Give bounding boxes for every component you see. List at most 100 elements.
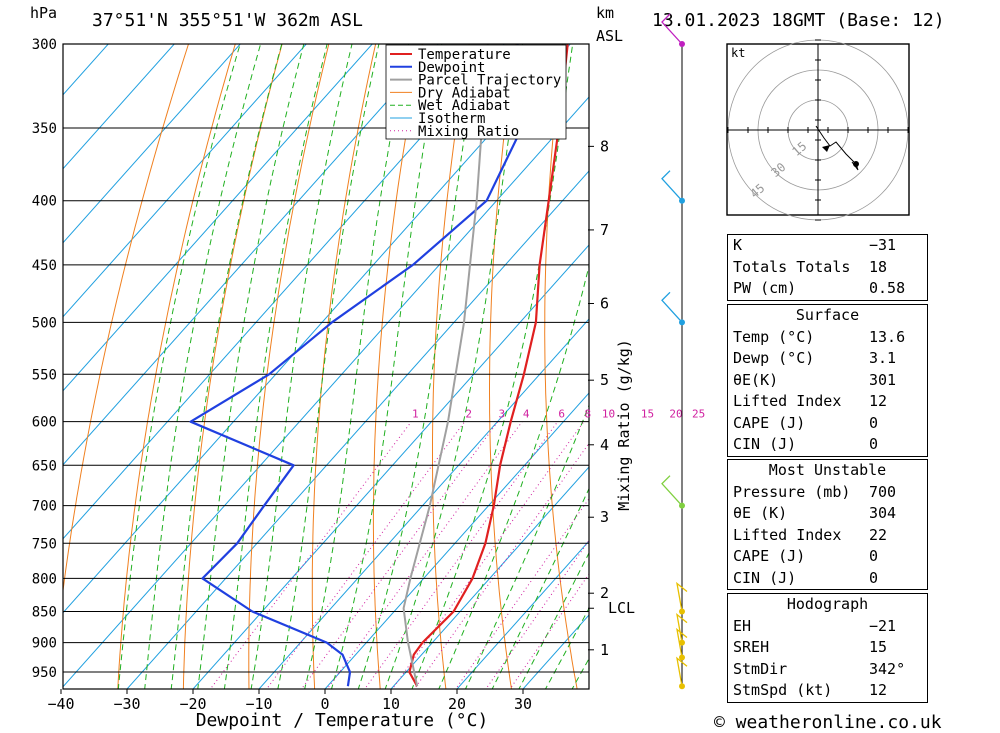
copyright: © weatheronline.co.uk [714, 712, 942, 733]
index-pw-label: PW (cm) [733, 279, 797, 297]
surface-row: Dewp (°C) 3.1 [728, 348, 927, 370]
dry-adiabat-line [650, 26, 711, 701]
isotherm-line [192, 244, 589, 689]
hodograph-label: EH [733, 616, 752, 635]
most-unstable-label: CIN (J) [733, 568, 797, 587]
dry-adiabat-line [489, 44, 517, 689]
isotherm-line [63, 44, 241, 244]
surface-label: Temp (°C) [733, 327, 815, 346]
isotherm-line [456, 540, 589, 689]
surface-row: Temp (°C) 13.6 [728, 327, 927, 349]
pressure-unit-label: hPa [30, 4, 57, 22]
legend-entry: Dewpoint [418, 60, 485, 76]
mixing-ratio-label: 10 [602, 408, 615, 421]
series-line-temperature [408, 44, 569, 687]
mixing-ratio-label: 8 [584, 408, 591, 421]
hodograph-row: StmSpd (kt) 12 [728, 680, 927, 702]
hodograph-row: SREH 15 [728, 637, 927, 659]
isotherm-line [63, 44, 307, 318]
pressure-tick-label: 750 [32, 536, 57, 552]
most-unstable-value: 700 [869, 482, 897, 501]
hodograph-value: 15 [869, 638, 888, 656]
wind-barb [676, 581, 688, 612]
wind-barb [661, 291, 683, 323]
most-unstable-value: 0 [869, 568, 879, 587]
most-unstable-row: CAPE (J) 0 [728, 546, 927, 568]
dry-adiabat-line [117, 44, 236, 689]
legend-box [385, 44, 567, 140]
wet-adiabat-line [223, 44, 328, 689]
surface-row: θE(K) 301 [728, 370, 927, 392]
pressure-tick-label: 400 [32, 194, 57, 210]
pressure-tick-label: 800 [32, 571, 57, 587]
wind-barb [676, 613, 688, 643]
dry-adiabat-line [182, 44, 283, 689]
datetime-title: 13.01.2023 18GMT (Base: 12) [652, 10, 945, 31]
index-tt-value: 18 [869, 257, 888, 276]
mixing-ratio-label: 20 [669, 408, 682, 421]
isotherm-line [63, 44, 373, 392]
hodograph-value: 342° [869, 659, 906, 678]
legend-entry: Parcel Trajectory [418, 73, 561, 89]
mixing-ratio-line [364, 421, 559, 689]
hodograph-label: StmDir [733, 659, 788, 678]
most-unstable-row: Lifted Index 22 [728, 525, 927, 547]
x-tick-label: −40 [47, 695, 74, 713]
indices-table: K −31 Totals Totals 18 PW (cm) 0.58 [727, 234, 928, 301]
most-unstable-table: Most Unstable Pressure (mb) 700 θE (K) 304… [727, 459, 928, 590]
legend-entry: Temperature [418, 47, 511, 63]
pressure-tick-label: 500 [32, 315, 57, 331]
most-unstable-label: CAPE (J) [733, 547, 806, 565]
location-title: 37°51'N 355°51'W 362m ASL [92, 10, 363, 31]
wind-barbs [661, 13, 688, 690]
wind-barb-dot [679, 654, 685, 661]
hodograph-row: StmDir 342° [728, 659, 927, 681]
pressure-tick-label: 850 [32, 604, 57, 620]
pressure-tick-label: 600 [32, 415, 57, 431]
mixing-ratio-line [509, 573, 589, 689]
x-tick-label: 0 [320, 695, 329, 713]
mixing-ratio-label: 2 [465, 408, 472, 421]
surface-label: CIN (J) [733, 435, 797, 453]
height-tick-label: 6 [600, 294, 609, 312]
dry-adiabat-line [432, 44, 470, 689]
pressure-tick-label: 550 [32, 367, 57, 383]
hodograph-label: SREH [733, 638, 770, 656]
surface-label: Dewp (°C) [733, 349, 815, 367]
dry-adiabat-line [936, 26, 1000, 701]
legend-entry: Mixing Ratio [418, 124, 519, 140]
index-tt-label: Totals Totals [733, 257, 851, 276]
hodograph-label: StmSpd (kt) [733, 681, 833, 699]
pressure-tick-label: 700 [32, 499, 57, 515]
wind-barb-dot [679, 639, 685, 646]
index-k-value: −31 [869, 236, 897, 254]
surface-value: 0 [869, 435, 879, 453]
most-unstable-title: Most Unstable [768, 461, 887, 479]
height-tick-label: 5 [600, 371, 609, 389]
height-tick-label: 4 [600, 436, 609, 454]
height-tick-label: 8 [600, 137, 609, 155]
legend-entry: Wet Adiabat [418, 98, 511, 114]
x-tick-label: −30 [113, 695, 140, 713]
surface-value: 301 [869, 370, 897, 389]
height-tick-label: 7 [600, 221, 609, 239]
storm-motion-marker [822, 145, 830, 152]
wet-adiabat-line [144, 44, 262, 689]
most-unstable-value: 0 [869, 547, 879, 565]
most-unstable-label: θE (K) [733, 504, 788, 522]
hodograph-table: Hodograph EH −21 SREH 15 StmDir 342° StmSpd… [727, 593, 928, 703]
dry-adiabat-line [311, 44, 377, 689]
isotherm-line [63, 44, 439, 466]
mixing-ratio-label: 1 [412, 408, 419, 421]
x-tick-label: 30 [514, 695, 532, 713]
mixing-ratio-label: 15 [641, 408, 654, 421]
pressure-tick-label: 950 [32, 665, 57, 681]
mixing-ratio-axis-title: Mixing Ratio (g/kg) [615, 339, 633, 511]
isotherm-line [258, 318, 589, 689]
height-unit-label: km [596, 4, 614, 22]
x-tick-label: 20 [448, 695, 466, 713]
